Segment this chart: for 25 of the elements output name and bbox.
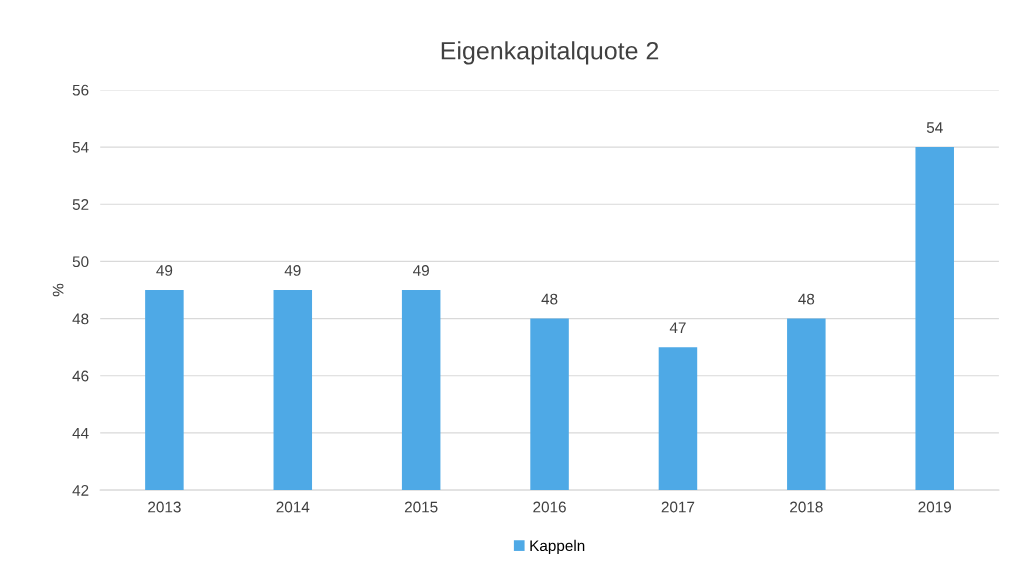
legend-label: Kappeln xyxy=(530,539,585,555)
y-axis-title: % xyxy=(52,283,64,297)
y-tick-label: 48 xyxy=(72,313,89,325)
data-label: 47 xyxy=(669,322,686,333)
y-tick-label: 54 xyxy=(72,142,89,153)
x-tick-label: 2017 xyxy=(661,501,695,513)
y-tick-label: 44 xyxy=(72,427,89,439)
x-tick-label: 2016 xyxy=(533,501,566,513)
data-label: 48 xyxy=(541,293,558,305)
x-tick-label: 2013 xyxy=(148,501,181,513)
y-tick-label: 50 xyxy=(72,256,89,268)
x-tick-label: 2014 xyxy=(276,501,310,513)
data-label: 49 xyxy=(284,265,301,276)
chart-title: Eigenkapitalquote 2 xyxy=(441,41,659,65)
data-label: 48 xyxy=(798,293,815,305)
x-tick-label: 2018 xyxy=(790,501,823,513)
data-label: 49 xyxy=(156,265,173,276)
data-label: 49 xyxy=(413,265,429,276)
y-tick-label: 46 xyxy=(72,370,89,382)
y-tick-label: 52 xyxy=(72,199,89,210)
y-tick-label: 56 xyxy=(72,84,89,96)
data-label: 54 xyxy=(926,122,943,133)
x-tick-label: 2015 xyxy=(404,501,438,513)
x-tick-label: 2019 xyxy=(918,501,951,513)
y-tick-label: 42 xyxy=(72,484,89,496)
